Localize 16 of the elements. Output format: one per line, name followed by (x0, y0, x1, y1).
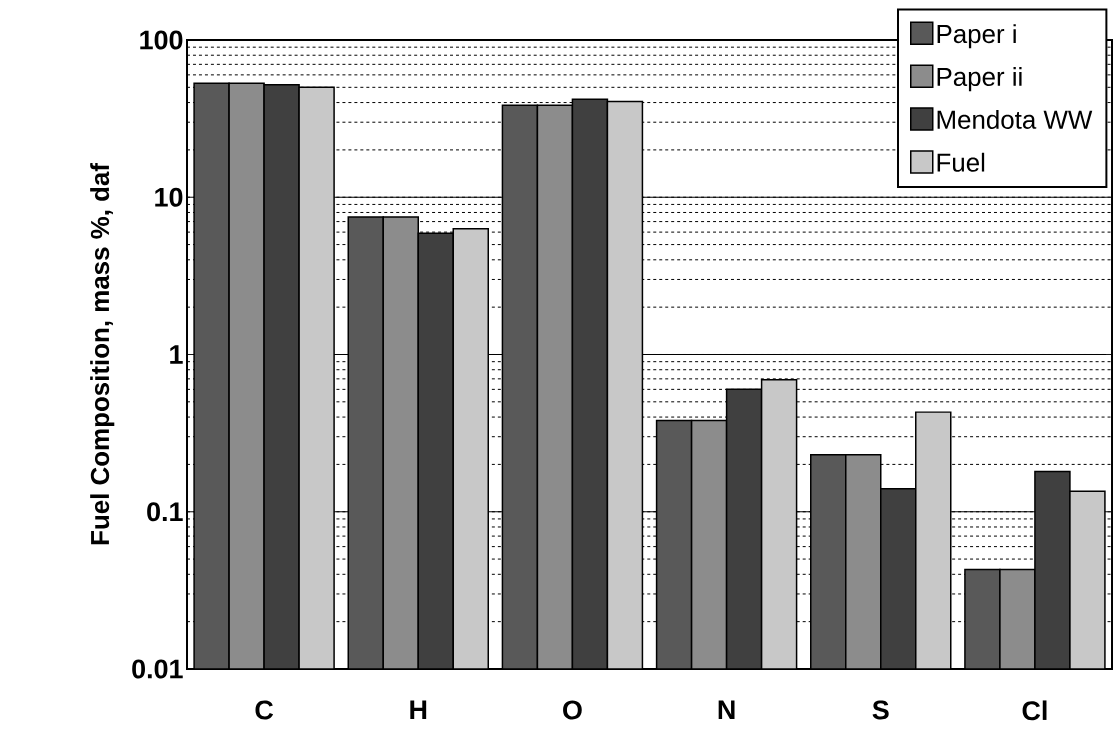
legend-label: Paper i (937, 24, 1016, 49)
x-tick-label: S (872, 700, 889, 720)
y-tick-label: 10 (155, 187, 183, 207)
x-tick-label: O (563, 700, 582, 720)
legend-label: Fuel (937, 152, 985, 172)
legend-label: Mendota WW (937, 109, 1093, 129)
x-tick-label: H (410, 700, 427, 719)
y-tick-label: 0.01 (132, 659, 183, 679)
x-tick-label: N (718, 700, 735, 719)
legend-label: Paper ii (937, 67, 1022, 92)
y-axis-title: Fuel Composition, mass %, daf (90, 163, 115, 545)
y-tick-label: 0.1 (147, 502, 183, 522)
y-tick-label: 1 (170, 345, 183, 364)
x-tick-label: Cl (1022, 700, 1047, 721)
y-tick-label: 100 (140, 30, 183, 50)
x-tick-label: C (255, 700, 274, 720)
